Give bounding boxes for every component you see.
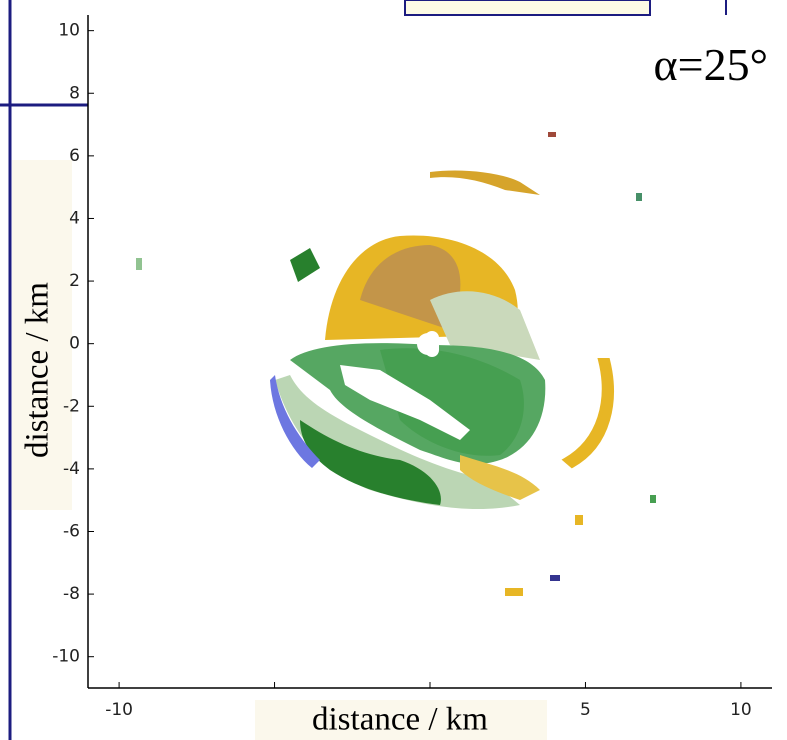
echo — [300, 420, 441, 505]
echo — [650, 495, 656, 503]
y-tick-label: 10 — [58, 21, 80, 41]
echo — [270, 375, 320, 468]
echo — [505, 588, 523, 596]
y-tick-label: 4 — [69, 208, 80, 228]
annotation: α=25° — [654, 39, 768, 90]
echo — [575, 515, 583, 525]
echo — [548, 132, 556, 137]
echo-gap — [340, 365, 470, 440]
y-tick-label: -10 — [52, 647, 80, 667]
y-tick-label: -4 — [63, 459, 80, 479]
echo — [290, 248, 320, 282]
x-tick-label: -10 — [105, 700, 133, 720]
y-axis-label: distance / km — [20, 282, 56, 458]
radar-site — [417, 333, 439, 355]
y-tick-label: -2 — [63, 396, 80, 416]
echo — [561, 358, 614, 469]
echo — [550, 575, 560, 581]
echo — [460, 455, 540, 500]
y-tick-label: -6 — [63, 521, 80, 541]
y-tick-label: 2 — [69, 271, 80, 291]
echo — [275, 375, 520, 510]
y-tick-label: 8 — [69, 83, 80, 103]
frame-panel — [404, 0, 651, 16]
echo — [430, 170, 540, 195]
y-tick-label: 6 — [69, 146, 80, 166]
x-axis-label: distance / km — [312, 702, 488, 738]
echo — [136, 258, 142, 270]
y-tick-label: 0 — [69, 334, 80, 354]
y-tick-label: -8 — [63, 584, 80, 604]
echo — [430, 291, 540, 360]
x-tick-label: 5 — [580, 700, 591, 720]
label-panel — [12, 160, 72, 510]
echo — [636, 193, 642, 201]
label-panel — [255, 700, 547, 740]
plot-area — [136, 132, 656, 596]
radar-echoes — [136, 132, 656, 596]
echo — [380, 348, 524, 456]
x-tick-label: 10 — [730, 700, 752, 720]
